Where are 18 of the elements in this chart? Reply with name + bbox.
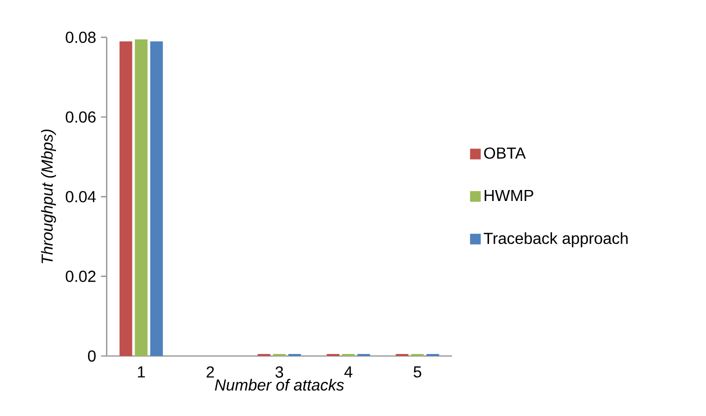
x-tick-label: 4 [344, 366, 352, 378]
y-tick-label: 0.02 [66, 270, 96, 282]
bar [150, 41, 163, 356]
y-tick-label: 0.06 [66, 111, 96, 123]
y-tick-label: 0.08 [66, 32, 96, 43]
legend-label: HWMP [484, 190, 534, 201]
bar [120, 41, 132, 356]
x-tick-label: 1 [138, 366, 145, 378]
legend-label: Traceback approach [484, 232, 628, 248]
x-tick-label: 5 [414, 366, 422, 378]
x-axis-title: Number of attacks [214, 378, 344, 391]
y-tick-label: 0.04 [66, 191, 96, 202]
y-tick-label: 0 [88, 350, 96, 362]
y-axis-title: Throughput (Mbps) [41, 130, 56, 264]
bar [134, 39, 148, 356]
x-tick-label: 2 [206, 366, 214, 378]
x-tick-label: 3 [275, 366, 284, 378]
legend-label: OBTA [484, 147, 526, 159]
